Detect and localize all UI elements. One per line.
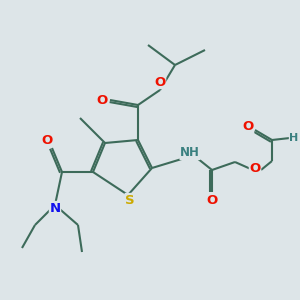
Text: O: O [242,121,253,134]
Text: O: O [154,76,166,88]
Text: H: H [290,133,298,143]
Text: N: N [50,202,61,214]
Text: O: O [41,134,52,146]
Text: O: O [249,163,261,176]
Text: S: S [125,194,135,206]
Text: O: O [96,94,108,106]
Text: O: O [206,194,218,206]
Text: NH: NH [180,146,200,160]
